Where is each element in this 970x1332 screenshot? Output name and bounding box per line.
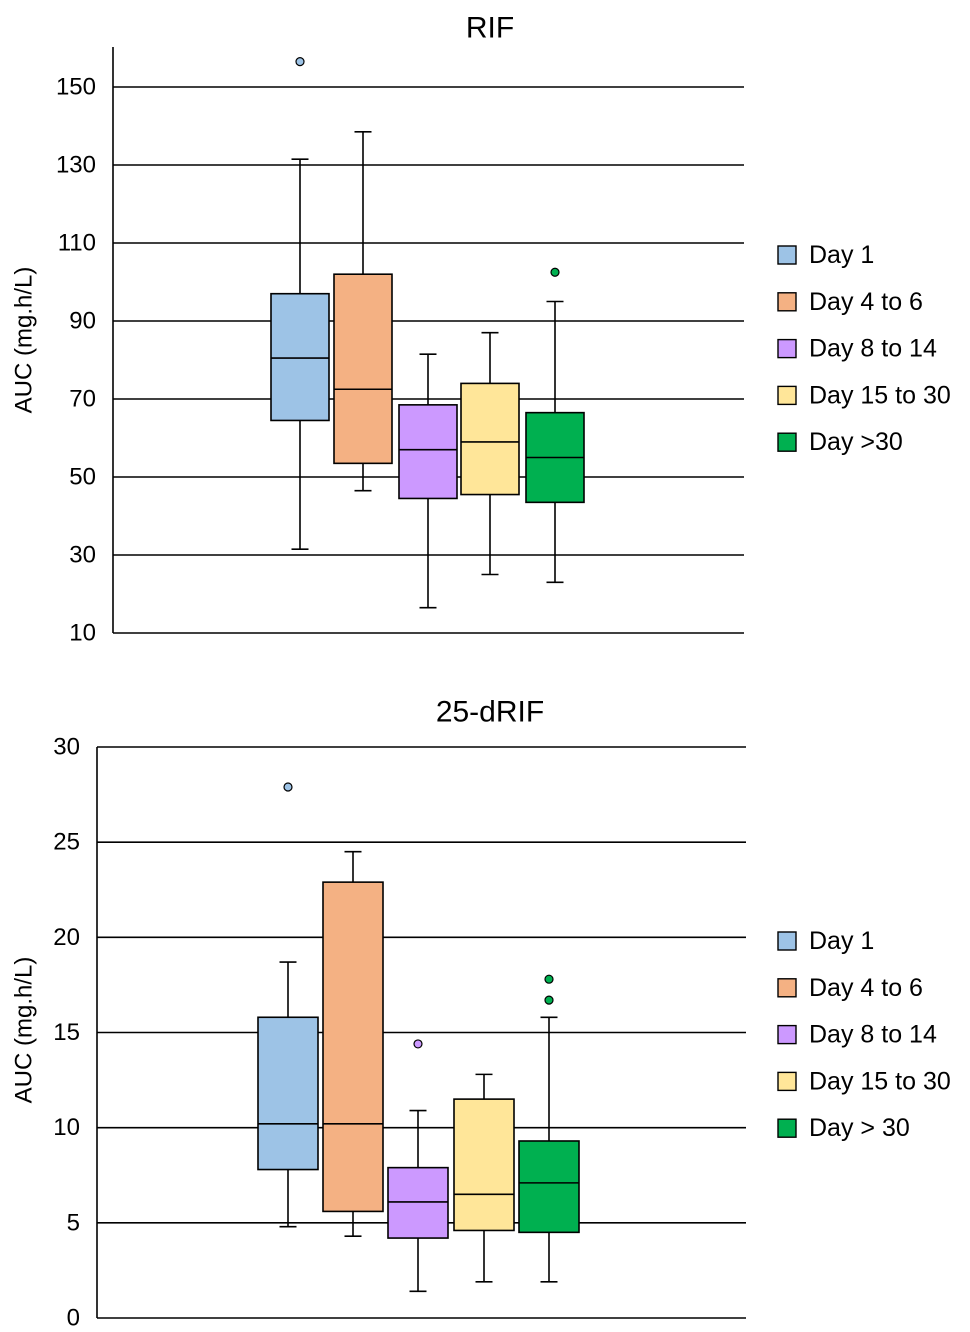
- legend-entry: Day 15 to 30: [777, 381, 951, 409]
- y-axis-label: AUC (mg.h/L): [11, 267, 38, 414]
- chart-panel-25-drif: 25-dRIF AUC (mg.h/L) 0 5 10 15 20 25 30 Day 1 Day …: [11, 696, 951, 1332]
- chart-title: 25-dRIF: [436, 696, 544, 729]
- legend-entry: Day 1: [777, 927, 874, 955]
- y-tick-label: 130: [56, 152, 96, 179]
- legend-label: Day 15 to 30: [809, 381, 951, 409]
- iqr-box: [387, 1166, 449, 1239]
- iqr-box: [257, 1016, 319, 1171]
- legend-label: Day > 30: [809, 1114, 910, 1142]
- legend-label: Day 8 to 14: [809, 1021, 937, 1049]
- legend-swatch: [777, 1071, 797, 1092]
- legend-entry: Day 4 to 6: [777, 288, 923, 316]
- legend-swatch: [777, 931, 797, 951]
- legend-entry: Day >30: [777, 428, 903, 456]
- y-tick-label: 15: [53, 1019, 80, 1046]
- legend-swatch: [777, 1118, 797, 1138]
- chart-panel-rif: RIF AUC (mg.h/L) 10 30 50 70 90 110 130 150 Day 1 D…: [11, 12, 951, 647]
- legend-label: Day 15 to 30: [809, 1067, 951, 1095]
- y-tick-label: 5: [67, 1209, 80, 1236]
- y-tick-label: 10: [53, 1114, 80, 1141]
- outlier-point: [544, 995, 554, 1005]
- box-day-30: [518, 974, 580, 1283]
- iqr-box: [453, 1098, 515, 1232]
- legend-label: Day 1: [809, 927, 874, 955]
- legend-label: Day 8 to 14: [809, 335, 937, 363]
- legend-swatch: [777, 432, 797, 452]
- y-tick-label: 20: [53, 924, 80, 951]
- outlier-point: [413, 1039, 423, 1049]
- box-day-1: [270, 57, 330, 550]
- legend-swatch: [777, 1024, 797, 1045]
- y-tick-label: 30: [53, 734, 80, 761]
- legend-swatch: [777, 978, 797, 998]
- y-tick-label: 110: [58, 230, 96, 257]
- y-tick-label: 90: [69, 308, 96, 335]
- legend-label: Day >30: [809, 428, 903, 456]
- y-tick-label: 25: [53, 829, 80, 856]
- y-tick-label: 150: [56, 74, 96, 101]
- box-day-8-to-14: [387, 1039, 449, 1293]
- legend-swatch: [777, 292, 797, 312]
- box-day-4-to-6: [333, 131, 393, 492]
- outlier-point: [544, 974, 554, 984]
- outlier-point: [550, 267, 560, 277]
- legend-label: Day 4 to 6: [809, 288, 923, 316]
- legend-label: Day 1: [809, 241, 874, 269]
- legend-swatch: [777, 385, 797, 406]
- iqr-box: [460, 382, 520, 496]
- iqr-box: [398, 404, 458, 500]
- box-day-8-to-14: [398, 353, 458, 609]
- box-day-15-to-30: [453, 1073, 515, 1283]
- outlier-point: [283, 782, 293, 792]
- y-tick-label: 10: [69, 620, 96, 647]
- legend-entry: Day 4 to 6: [777, 974, 923, 1002]
- y-tick-label: 0: [67, 1305, 80, 1332]
- chart-title: RIF: [466, 12, 514, 45]
- box-day-30: [525, 267, 585, 584]
- legend-entry: Day 15 to 30: [777, 1067, 951, 1095]
- box-day-15-to-30: [460, 331, 520, 576]
- iqr-box: [270, 292, 330, 422]
- y-tick-label: 50: [69, 464, 96, 491]
- iqr-box: [322, 881, 384, 1213]
- box-day-4-to-6: [322, 850, 384, 1237]
- legend-label: Day 4 to 6: [809, 974, 923, 1002]
- legend-entry: Day 1: [777, 241, 874, 269]
- outlier-point: [295, 57, 305, 67]
- legend-swatch: [777, 338, 797, 359]
- iqr-box: [333, 273, 393, 465]
- y-axis-label: AUC (mg.h/L): [11, 957, 38, 1104]
- iqr-box: [518, 1140, 580, 1234]
- legend-swatch: [777, 245, 797, 265]
- y-tick-label: 70: [69, 386, 96, 413]
- y-tick-label: 30: [69, 542, 96, 569]
- box-day-1: [257, 782, 319, 1228]
- legend-entry: Day 8 to 14: [777, 1021, 937, 1049]
- legend-entry: Day > 30: [777, 1114, 910, 1142]
- legend-entry: Day 8 to 14: [777, 335, 937, 363]
